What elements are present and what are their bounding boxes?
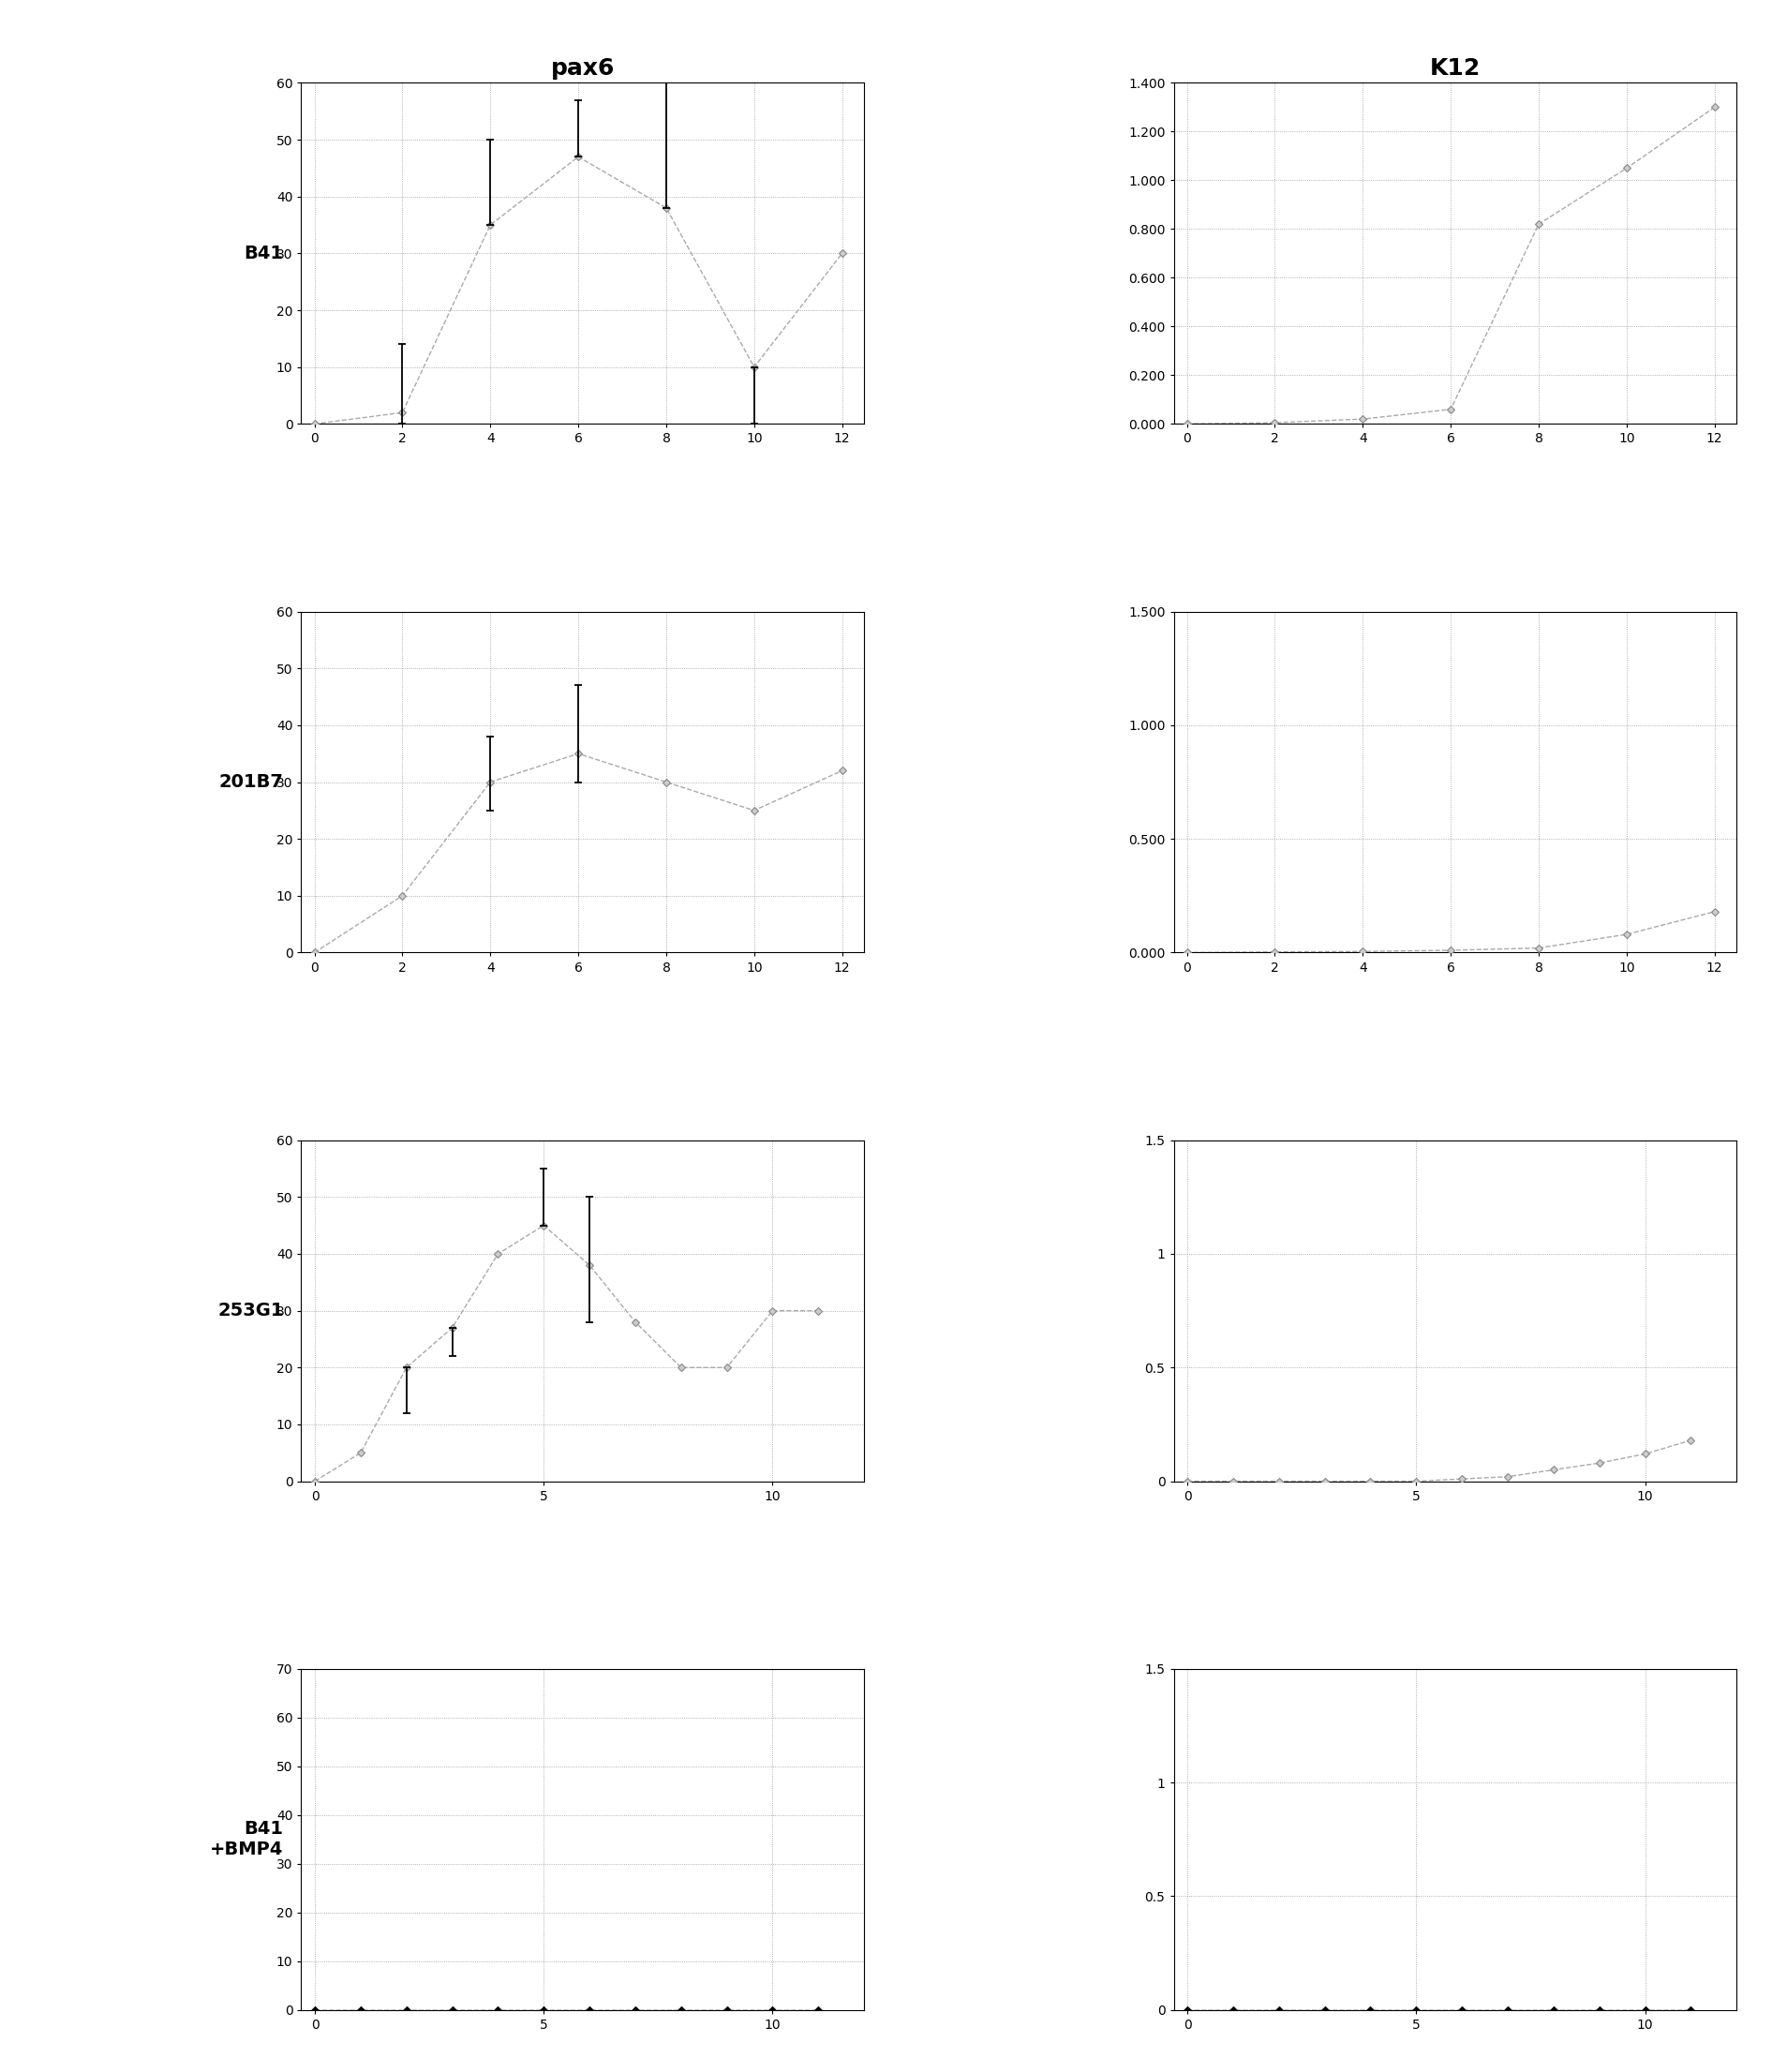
Title: pax6: pax6 bbox=[551, 58, 615, 79]
Text: 201B7: 201B7 bbox=[220, 773, 284, 792]
Text: 253G1: 253G1 bbox=[218, 1301, 284, 1320]
Text: B41
+BMP4: B41 +BMP4 bbox=[211, 1819, 284, 1859]
Title: K12: K12 bbox=[1430, 58, 1481, 79]
Text: B41: B41 bbox=[245, 244, 284, 263]
